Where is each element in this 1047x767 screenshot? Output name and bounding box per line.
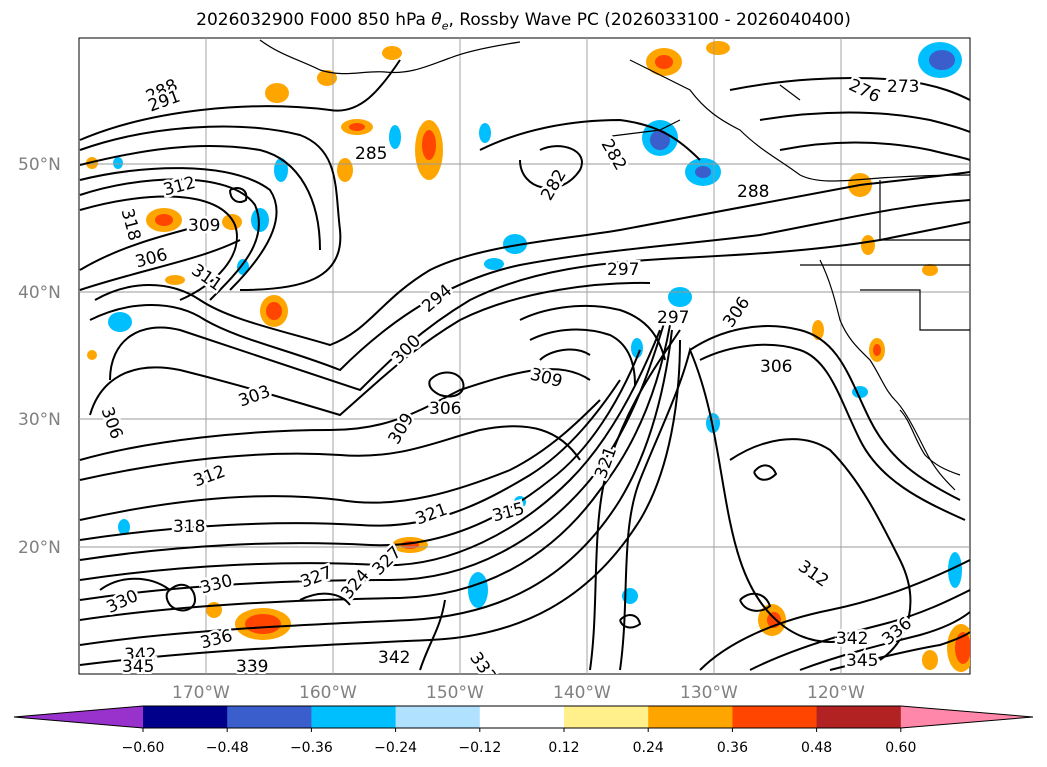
longitude-labels: 170°W 160°W 150°W 140°W 130°W 120°W: [172, 683, 865, 703]
lat-label: 50°N: [18, 155, 61, 175]
contour-label: 297: [607, 260, 639, 280]
contour-label: 273: [887, 77, 919, 97]
colorbar-swatch: [227, 706, 312, 728]
contour-label: 345: [122, 657, 154, 677]
contour-label: 288: [737, 182, 769, 202]
lon-label: 130°W: [680, 683, 738, 703]
colorbar-tick-label: 0.36: [717, 740, 748, 756]
contour-label: 342: [378, 648, 410, 668]
contour-label: 339: [236, 657, 268, 677]
contour-label: 345: [846, 651, 878, 671]
colorbar-extend-low: [14, 706, 143, 728]
contour-label: 309: [188, 216, 220, 236]
contour-label: 306: [760, 357, 792, 377]
latitude-labels: 50°N 40°N 30°N 20°N: [18, 155, 61, 558]
colorbar-extend-high: [900, 706, 1033, 728]
colorbar-swatch: [648, 706, 733, 728]
colorbar-tick-label: 0.24: [633, 740, 664, 756]
contour-label: 285: [355, 144, 387, 164]
contour-label: 342: [124, 645, 156, 665]
lat-label: 40°N: [18, 283, 61, 303]
lon-label: 150°W: [426, 683, 484, 703]
lon-label: 170°W: [172, 683, 230, 703]
theta-e-contours: [79, 59, 970, 671]
colorbar-tick-label: −0.12: [458, 740, 501, 756]
map-title: 2026032900 F000 850 hPa θe, Rossby Wave …: [196, 10, 851, 33]
lat-label: 20°N: [18, 538, 61, 558]
colorbar-tick-label: 0.48: [801, 740, 832, 756]
anomaly-shading: [86, 41, 970, 672]
colorbar-tick-label: −0.48: [206, 740, 249, 756]
colorbar-tick-label: 0.12: [548, 740, 579, 756]
colorbar-tick-label: 0.60: [885, 740, 916, 756]
colorbar-swatch: [816, 706, 902, 728]
colorbar-tick-label: −0.60: [122, 740, 165, 756]
lon-label: 140°W: [553, 683, 611, 703]
gridlines: [79, 38, 970, 674]
lon-label: 160°W: [299, 683, 357, 703]
colorbar-swatch: [143, 706, 228, 728]
lon-label: 120°W: [807, 683, 865, 703]
colorbar-swatch: [564, 706, 649, 728]
colorbar-swatch: [311, 706, 397, 728]
coastlines: [259, 39, 970, 491]
contour-label: 342: [836, 629, 868, 649]
contour-label: 306: [429, 399, 461, 419]
contour-label: 297: [657, 308, 689, 328]
colorbar: −0.60 −0.48 −0.36 −0.24 −0.12 0.12 0.24 0.36 0.4…: [13, 705, 1034, 756]
colorbar-swatch: [395, 706, 481, 728]
colorbar-swatch: [732, 706, 818, 728]
colorbar-tick-label: −0.24: [374, 740, 417, 756]
contour-label: 318: [173, 517, 205, 537]
colorbar-swatch: [479, 706, 565, 728]
lat-label: 30°N: [18, 410, 61, 430]
colorbar-tick-label: −0.36: [290, 740, 333, 756]
